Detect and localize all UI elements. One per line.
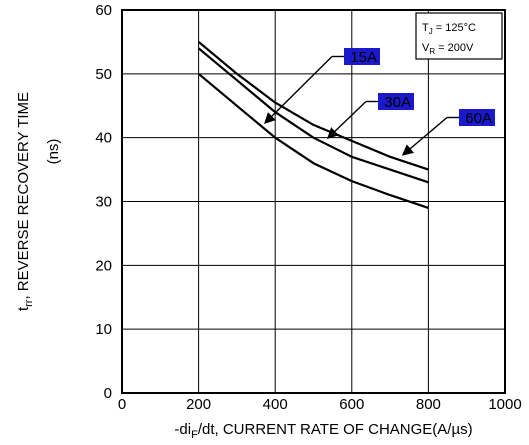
- y-tick-label: 40: [95, 130, 112, 147]
- conditions-box: TJ = 125°C VR = 200V: [415, 12, 503, 60]
- grid: [122, 10, 505, 393]
- tag-arrow: [326, 100, 367, 139]
- series-line-60A: [197, 41, 429, 171]
- y-tick-label: 0: [104, 385, 112, 402]
- x-tick-label: 400: [263, 396, 288, 413]
- tag-label-30A: 30A: [384, 94, 411, 111]
- y-tick-label: 30: [95, 194, 112, 211]
- y-tick-label: 50: [95, 66, 112, 83]
- condition-text: VR = 200V: [422, 42, 474, 56]
- series-line-15A: [197, 72, 429, 209]
- x-axis-label: -diF/dt, CURRENT RATE OF CHANGE(A/µs): [174, 421, 472, 441]
- x-tick-label: 800: [416, 396, 441, 413]
- tag-box-60A: [459, 109, 495, 126]
- tag-label-60A: 60A: [465, 110, 492, 127]
- tag-box-30A: [378, 93, 414, 110]
- x-tick-label: 1000: [488, 396, 521, 413]
- y-axis-label: trr, REVERSE RECOVERY TIME (ns): [15, 92, 62, 311]
- tag-label-15A: 15A: [350, 49, 377, 66]
- y-tick-label: 20: [95, 257, 112, 274]
- tag-box-15A: [344, 48, 380, 65]
- conditions-frame: [415, 12, 503, 60]
- plot-frame: [121, 9, 506, 394]
- condition-text: TJ = 125°C: [422, 22, 476, 36]
- series-line-30A: [197, 47, 429, 184]
- series-tags: 15A 30A 60A: [264, 48, 495, 156]
- tick-labels: 0 200 400 600 800 1000 0 10 20 30 40 50 60: [95, 2, 521, 413]
- y-tick-label: 10: [95, 321, 112, 338]
- x-tick-label: 600: [339, 396, 364, 413]
- x-tick-label: 200: [186, 396, 211, 413]
- svg-text:trr, REVERSE RECOVERY TIME: trr, REVERSE RECOVERY TIME: [15, 92, 35, 311]
- tag-arrow: [264, 56, 333, 124]
- x-tick-label: 0: [118, 396, 126, 413]
- svg-text:(ns): (ns): [45, 139, 62, 165]
- y-tick-label: 60: [95, 2, 112, 19]
- tag-arrow: [401, 116, 448, 156]
- series-group: [197, 41, 429, 209]
